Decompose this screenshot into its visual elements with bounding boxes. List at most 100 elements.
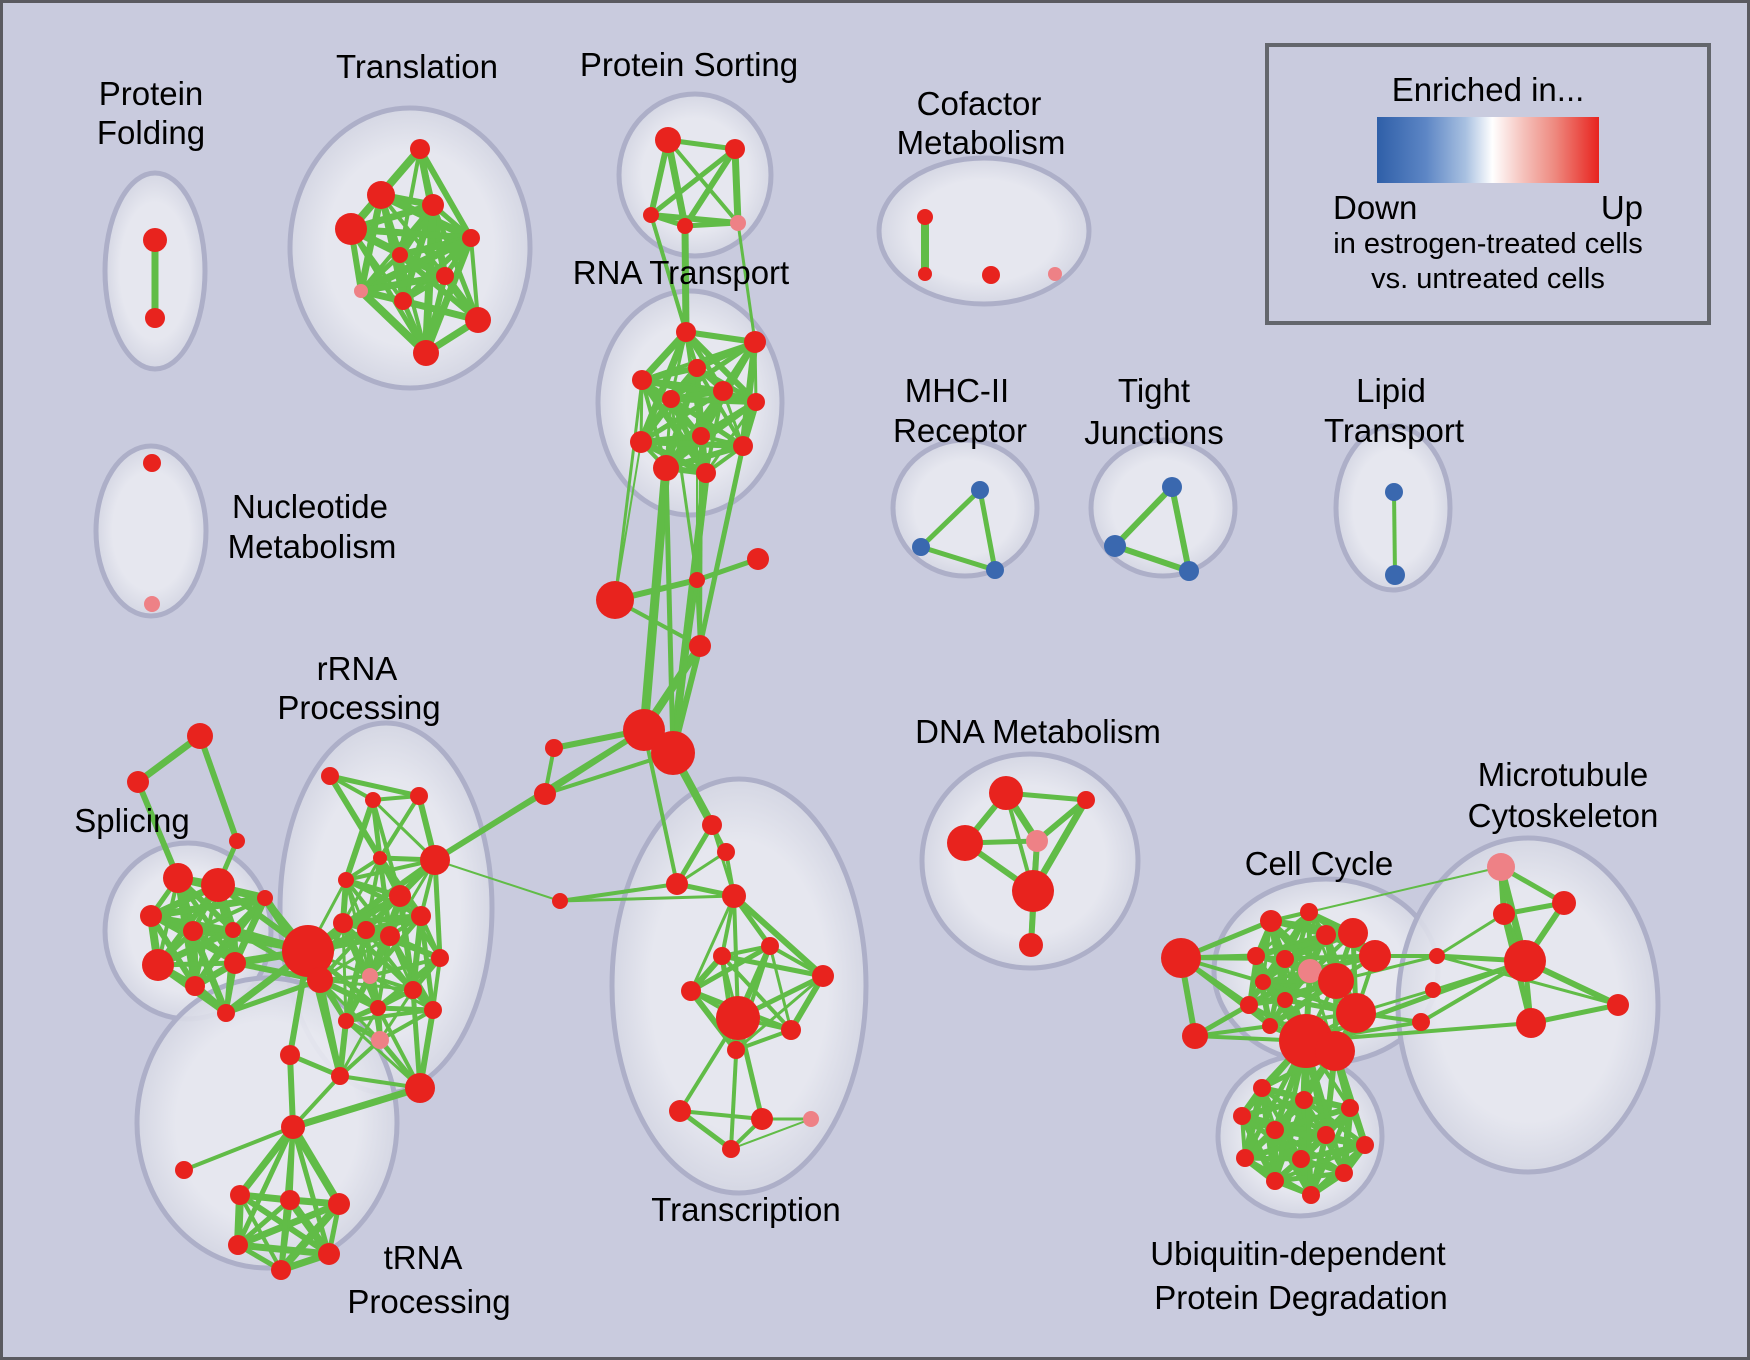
edge — [197, 735, 240, 842]
node-pf0 — [143, 228, 167, 252]
nodes-layer — [127, 127, 1629, 1280]
edge — [735, 974, 824, 1052]
cluster-label-mhc-ii-receptor-line1: Receptor — [893, 412, 1027, 449]
node-t10 — [413, 340, 439, 366]
edge — [721, 953, 824, 979]
edge — [977, 489, 998, 571]
node-h7 — [534, 783, 556, 805]
node-u8 — [1356, 1136, 1374, 1154]
edge — [434, 859, 561, 902]
edge — [358, 288, 429, 356]
cluster-label-splicing-line0: Splicing — [74, 802, 190, 839]
edge — [289, 1124, 343, 1207]
node-h4 — [623, 709, 665, 751]
edge — [1112, 484, 1175, 549]
cluster-label-lipid-transport-line1: Transport — [1324, 412, 1464, 449]
edge — [410, 989, 423, 1089]
node-rr2 — [410, 787, 428, 805]
node-u11 — [1335, 1164, 1353, 1182]
node-d4 — [1012, 870, 1054, 912]
cluster-label-protein-folding-line1: Folding — [97, 114, 205, 151]
node-t7 — [354, 284, 368, 298]
edge — [919, 488, 982, 549]
edge — [689, 943, 772, 994]
edge — [664, 139, 689, 227]
node-x5 — [713, 947, 731, 965]
edge — [368, 914, 423, 978]
node-t4 — [462, 229, 480, 247]
node-rr11 — [431, 949, 449, 967]
edge — [681, 225, 690, 333]
node-rr19 — [405, 1073, 435, 1103]
edge — [343, 799, 376, 881]
node-t5 — [392, 247, 408, 263]
node-mh0 — [971, 481, 989, 499]
legend-title: Enriched in... — [1391, 71, 1585, 108]
edge — [1255, 910, 1310, 958]
edge — [682, 147, 738, 228]
legend-gradient-bar — [1377, 117, 1599, 183]
node-rr13 — [404, 981, 422, 999]
edge — [697, 445, 746, 647]
node-cc8 — [1276, 950, 1294, 968]
node-cc9 — [1298, 959, 1322, 983]
legend-down-label: Down — [1333, 189, 1418, 226]
edge — [236, 1198, 292, 1247]
edge — [135, 780, 181, 880]
node-mt2 — [1493, 903, 1515, 925]
node-rr7 — [333, 913, 353, 933]
edge — [688, 989, 739, 1052]
cluster-label-ubiquitin-degradation-line1: Protein Degradation — [1154, 1279, 1448, 1316]
edge — [1244, 1132, 1327, 1161]
edge — [192, 896, 266, 933]
node-h6 — [545, 739, 563, 757]
node-rr1 — [365, 792, 381, 808]
edge — [387, 934, 436, 1012]
legend-caption-line1: in estrogen-treated cells — [1333, 228, 1643, 260]
node-tj1 — [1104, 535, 1126, 557]
node-rr16 — [424, 1001, 442, 1019]
edge — [1169, 486, 1192, 572]
node-x8 — [681, 981, 701, 1001]
node-ps4 — [730, 215, 746, 231]
node-rr10 — [411, 906, 431, 926]
edge — [674, 823, 715, 886]
edge — [731, 893, 826, 979]
node-mt6 — [1412, 1013, 1430, 1031]
edge — [1114, 543, 1190, 574]
node-x1 — [702, 815, 722, 835]
node-rt0 — [676, 322, 696, 342]
node-x6 — [761, 937, 779, 955]
node-t3 — [335, 213, 367, 245]
edge — [350, 225, 472, 242]
cluster-label-microtubule-cytoskeleton-line0: Microtubule — [1478, 756, 1649, 793]
node-rt6 — [747, 393, 765, 411]
edge — [376, 1007, 422, 1089]
node-rr18 — [331, 1067, 349, 1085]
node-t6 — [436, 267, 454, 285]
node-h0 — [596, 581, 634, 619]
node-tj2 — [1179, 561, 1199, 581]
edge — [341, 857, 382, 924]
node-cc10 — [1255, 974, 1271, 990]
edge — [286, 1197, 333, 1257]
node-cf1 — [918, 267, 932, 281]
node-rt11 — [696, 463, 716, 483]
node-u10 — [1292, 1150, 1310, 1168]
cluster-label-rrna-processing-line1: Processing — [277, 689, 440, 726]
node-x11 — [727, 1041, 745, 1059]
edge — [359, 253, 402, 293]
edge — [736, 222, 757, 343]
node-rr4 — [338, 872, 354, 888]
cluster-label-rna-transport-line0: RNA Transport — [573, 254, 789, 291]
node-t1 — [367, 181, 395, 209]
node-cc12 — [1240, 996, 1258, 1014]
edge — [730, 1118, 812, 1150]
node-pf1 — [145, 308, 165, 328]
node-cc7 — [1247, 947, 1265, 965]
node-x4 — [722, 884, 746, 908]
edge — [378, 794, 421, 860]
edge — [237, 1124, 296, 1198]
node-cf0 — [917, 209, 933, 225]
